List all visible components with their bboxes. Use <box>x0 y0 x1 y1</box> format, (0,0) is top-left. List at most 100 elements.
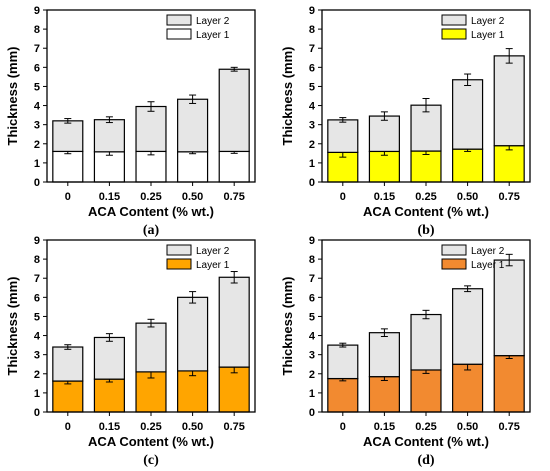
bar-2-0 <box>327 344 359 380</box>
x-tick-label: 0.75 <box>223 421 244 433</box>
y-tick-label: 8 <box>34 254 40 266</box>
legend-label: Layer 2 <box>196 246 230 257</box>
x-tick-label: 0.15 <box>374 421 395 433</box>
bar-2-4 <box>218 68 250 153</box>
y-tick-label: 1 <box>34 158 40 170</box>
y-tick-label: 6 <box>34 292 40 304</box>
y-tick-label: 5 <box>309 311 315 323</box>
x-tick-label: 0.75 <box>223 191 244 203</box>
y-tick-label: 5 <box>34 311 40 323</box>
legend-swatch <box>441 244 467 256</box>
y-tick-label: 2 <box>34 369 40 381</box>
x-tick-label: 0.25 <box>140 191 161 203</box>
bar-1-1 <box>93 378 125 413</box>
legend-swatch <box>166 14 192 26</box>
bar-1-3 <box>177 370 209 413</box>
x-axis-title: ACA Content (% wt.) <box>363 204 489 219</box>
plot-frame <box>46 9 256 183</box>
bar-1-2 <box>135 150 167 183</box>
chart-panel-c: 0 1 2 3 4 5 6 7 8 9 0 0.15 0.25 0.50 0.75 Layer 2 Layer … <box>5 235 256 468</box>
x-tick-label: 0.50 <box>457 421 478 433</box>
y-tick-label: 3 <box>34 120 40 132</box>
y-tick-label: 7 <box>34 43 40 55</box>
y-tick-label: 6 <box>309 292 315 304</box>
legend-label: Layer 1 <box>471 30 505 41</box>
y-tick-label: 4 <box>309 101 316 113</box>
y-tick-label: 2 <box>34 139 40 151</box>
x-tick-label: 0.50 <box>182 421 203 433</box>
x-tick-label: 0.25 <box>415 191 436 203</box>
legend-swatch <box>166 258 192 270</box>
chart-panel-b: 0 1 2 3 4 5 6 7 8 9 0 0.15 0.25 0.50 0.75 Layer 2 Layer … <box>280 5 531 238</box>
bar-2-2 <box>410 104 442 152</box>
y-tick-label: 3 <box>309 120 315 132</box>
x-axis-title: ACA Content (% wt.) <box>88 204 214 219</box>
y-tick-label: 6 <box>309 62 315 74</box>
y-tick-label: 9 <box>309 235 315 247</box>
x-tick-label: 0.75 <box>498 421 519 433</box>
y-tick-label: 2 <box>309 139 315 151</box>
bar-1-1 <box>368 376 400 413</box>
bar-1-2 <box>410 150 442 183</box>
y-tick-label: 3 <box>309 350 315 362</box>
bar-1-0 <box>52 380 84 413</box>
y-tick-label: 7 <box>309 273 315 285</box>
bar-1-1 <box>368 150 400 183</box>
x-tick-label: 0 <box>65 421 71 433</box>
x-tick-label: 0 <box>340 421 346 433</box>
x-tick-label: 0.25 <box>140 421 161 433</box>
bar-2-1 <box>368 115 400 153</box>
y-tick-label: 7 <box>34 273 40 285</box>
legend-label: Layer 2 <box>471 246 505 257</box>
bar-2-0 <box>52 346 84 382</box>
bar-2-2 <box>135 105 167 153</box>
panel-caption: (d) <box>417 453 434 468</box>
bar-2-1 <box>93 119 125 153</box>
legend-label: Layer 2 <box>471 16 505 27</box>
x-tick-label: 0.15 <box>99 421 120 433</box>
legend-label: Layer 2 <box>196 16 230 27</box>
y-tick-label: 3 <box>34 350 40 362</box>
y-axis-title: Thickness (mm) <box>280 47 295 146</box>
x-tick-label: 0.50 <box>457 191 478 203</box>
y-tick-label: 8 <box>34 24 40 36</box>
y-axis-title: Thickness (mm) <box>5 277 20 376</box>
y-tick-label: 4 <box>34 101 41 113</box>
bar-2-2 <box>135 322 167 373</box>
bar-1-3 <box>452 148 484 183</box>
plot-frame <box>321 9 531 183</box>
y-tick-label: 0 <box>309 177 315 189</box>
y-tick-label: 9 <box>34 235 40 247</box>
y-tick-label: 0 <box>34 177 40 189</box>
y-tick-label: 0 <box>309 407 315 419</box>
y-axis-title: Thickness (mm) <box>5 47 20 146</box>
x-tick-label: 0.50 <box>182 191 203 203</box>
plot-frame <box>321 239 531 413</box>
legend-swatch <box>166 244 192 256</box>
y-tick-label: 1 <box>34 388 40 400</box>
legend-swatch <box>441 28 467 40</box>
y-tick-label: 2 <box>309 369 315 381</box>
y-tick-label: 0 <box>34 407 40 419</box>
x-tick-label: 0.15 <box>374 191 395 203</box>
panel-caption: (a) <box>143 223 160 238</box>
y-tick-label: 9 <box>34 5 40 17</box>
bar-2-1 <box>368 332 400 378</box>
bar-2-4 <box>493 259 525 357</box>
bar-1-3 <box>177 151 209 183</box>
bar-2-0 <box>327 119 359 153</box>
bar-1-1 <box>93 151 125 183</box>
bar-2-4 <box>218 276 250 368</box>
bar-2-2 <box>410 313 442 371</box>
x-axis-title: ACA Content (% wt.) <box>88 434 214 449</box>
bar-1-2 <box>410 369 442 413</box>
bar-1-0 <box>327 377 359 413</box>
y-axis-title: Thickness (mm) <box>280 277 295 376</box>
bar-2-3 <box>177 98 209 153</box>
y-tick-label: 5 <box>34 81 40 93</box>
bar-1-0 <box>52 150 84 183</box>
x-tick-label: 0 <box>340 191 346 203</box>
y-tick-label: 9 <box>309 5 315 17</box>
chart-panel-a: 0 1 2 3 4 5 6 7 8 9 0 0.15 0.25 0.50 0.75 Layer 2 Layer … <box>5 5 256 238</box>
